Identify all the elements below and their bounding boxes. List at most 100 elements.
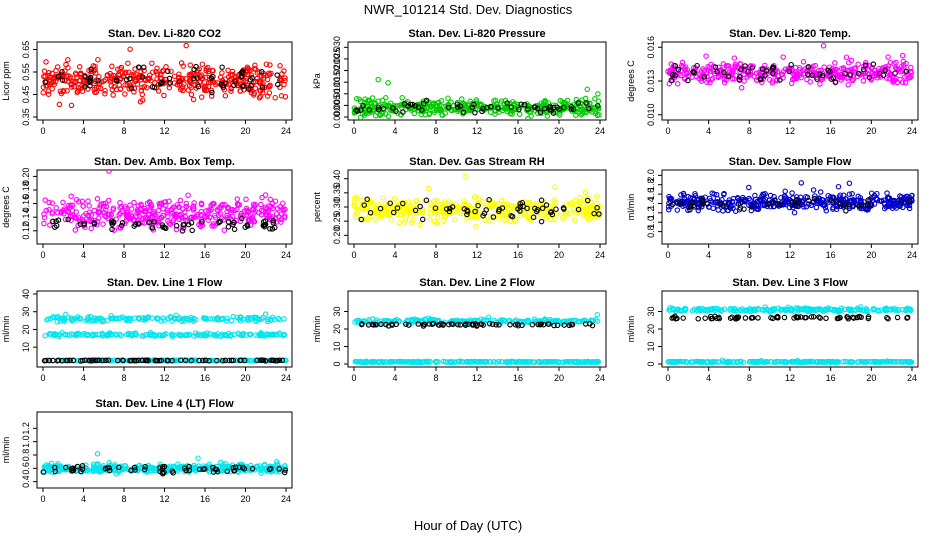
data-point-main <box>874 196 880 202</box>
data-point-main <box>201 84 208 91</box>
data-point-black <box>806 198 812 204</box>
data-point-main <box>250 201 257 207</box>
data-point-black <box>462 321 469 327</box>
data-point-black <box>496 206 502 213</box>
data-point-main <box>41 68 48 74</box>
data-point-main <box>542 214 549 221</box>
data-point-band-low <box>697 359 703 365</box>
data-point-main <box>721 190 727 197</box>
data-point-black <box>489 321 496 327</box>
data-point-main <box>122 466 129 472</box>
panel-title: Stan. Dev. Li-820 CO2 <box>108 28 221 40</box>
data-point-main <box>139 215 146 222</box>
data-point-band-high <box>755 306 762 312</box>
data-point-main <box>901 64 907 70</box>
data-point-band-mid <box>200 331 207 337</box>
data-points <box>40 42 289 109</box>
data-point-black <box>851 315 857 321</box>
data-point-main <box>884 190 890 196</box>
data-point-main <box>827 194 834 200</box>
data-point-main <box>468 213 475 219</box>
x-tick-label: 16 <box>513 250 523 260</box>
data-point-black <box>884 314 890 321</box>
data-point-black <box>158 80 165 86</box>
data-point-main <box>774 68 781 75</box>
data-point-black <box>195 83 202 90</box>
data-point-black <box>228 357 235 364</box>
data-point-main <box>666 206 672 213</box>
data-point-black <box>378 321 384 328</box>
data-point-main <box>134 213 140 220</box>
data-point-black <box>797 314 804 320</box>
data-point-black <box>847 72 853 78</box>
data-point-black <box>173 223 180 229</box>
data-point-main <box>592 108 598 114</box>
data-point-band-mid <box>256 332 263 338</box>
data-point-main <box>188 214 195 220</box>
data-point-main <box>92 78 99 85</box>
data-point-main <box>46 70 52 76</box>
data-point-main <box>281 213 288 219</box>
data-point-main <box>427 205 433 212</box>
data-point-band-low <box>478 359 484 365</box>
data-point-main <box>695 207 702 214</box>
data-point-main <box>258 201 264 208</box>
data-point-main <box>676 198 682 204</box>
data-point-black <box>587 321 593 327</box>
data-point-band-mid <box>90 332 97 339</box>
data-point-black <box>446 321 452 328</box>
data-point-black <box>493 322 499 328</box>
data-point-band-low <box>387 358 394 365</box>
data-point-main <box>56 101 63 108</box>
data-point-main <box>885 203 892 209</box>
panel-title: Stan. Dev. Line 3 Flow <box>732 277 848 289</box>
data-point-black <box>460 109 467 116</box>
y-tick-label: 30 <box>21 307 31 317</box>
data-point-black <box>538 197 545 204</box>
data-point-black <box>882 67 889 74</box>
data-point-main <box>72 227 79 233</box>
data-point-main <box>906 205 913 212</box>
data-point-band-low <box>440 358 447 365</box>
data-point-main <box>116 211 122 218</box>
data-point-main <box>459 96 465 102</box>
data-point-black <box>103 357 109 364</box>
data-point-band-low <box>172 357 179 364</box>
data-point-main <box>199 61 206 67</box>
data-point-main <box>563 202 570 208</box>
data-point-black <box>248 82 255 89</box>
data-point-main <box>821 64 827 70</box>
data-point-main <box>504 108 511 115</box>
data-point-black <box>88 66 94 73</box>
data-point-main <box>40 84 47 91</box>
data-point-main <box>838 77 845 83</box>
x-tick-label: 12 <box>472 250 482 260</box>
data-point-band-high <box>265 316 271 323</box>
data-point-main <box>187 62 194 68</box>
data-point-main <box>734 195 741 201</box>
plot-frame <box>347 290 607 368</box>
data-point-main <box>840 65 847 71</box>
y-tick-label: 0.18 <box>21 181 31 199</box>
data-point-black <box>668 77 675 84</box>
data-point-black <box>390 105 396 111</box>
data-point-main <box>595 91 601 97</box>
data-point-black <box>749 204 755 210</box>
data-point-main <box>508 204 515 211</box>
data-point-main <box>387 206 393 212</box>
data-point-main <box>577 106 583 113</box>
data-point-main <box>370 200 376 206</box>
data-point-black <box>400 200 406 207</box>
data-point-main <box>725 63 732 69</box>
y-axis-label: percent <box>312 191 322 222</box>
data-point-black <box>712 64 719 70</box>
data-point-main <box>580 202 586 208</box>
data-point-black <box>119 220 126 226</box>
data-point-main <box>766 77 773 83</box>
data-point-main <box>452 216 458 223</box>
y-tick-label: 1.6 <box>646 188 656 201</box>
data-point-black <box>907 198 913 204</box>
data-point-main <box>234 82 241 89</box>
data-point-band-high <box>561 318 567 325</box>
data-point-black <box>222 80 229 86</box>
